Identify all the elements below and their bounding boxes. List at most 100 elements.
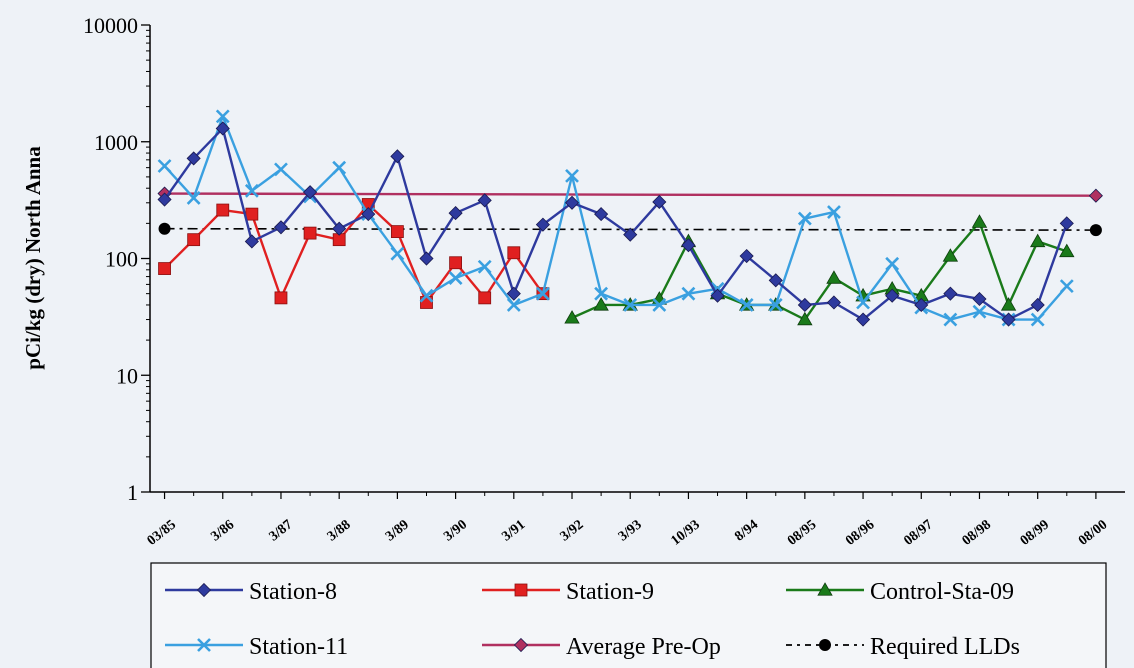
x-marker-stroke	[739, 298, 754, 312]
x-tick-label: 3/89	[383, 517, 412, 544]
control-sta-09-point	[826, 270, 842, 284]
legend-item-control-sta-09: Control-Sta-09	[786, 579, 1014, 605]
y-tick-label: 10000	[83, 13, 138, 38]
series-average-pre-op	[157, 186, 1103, 203]
station-11-point	[565, 168, 579, 183]
legend-item-station-11: Station-11	[165, 634, 348, 660]
station-11-point	[827, 205, 841, 219]
legend-item-station-8: Station-8	[165, 579, 337, 605]
legend-marker	[819, 639, 831, 651]
station-9-point	[274, 291, 288, 305]
x-marker-stroke	[506, 298, 521, 312]
station-11-point	[972, 304, 987, 319]
station-11-point	[652, 298, 667, 312]
control-sta-09-point	[593, 297, 609, 311]
x-marker-stroke	[565, 168, 579, 183]
station-8-point	[332, 221, 347, 236]
legend-marker	[514, 583, 528, 597]
station-11-point	[856, 295, 870, 310]
station-8-point	[186, 151, 201, 166]
required-llds-point	[1089, 224, 1102, 237]
x-marker-stroke	[768, 298, 783, 312]
station-8-point	[797, 297, 812, 313]
station-8-point	[157, 192, 172, 207]
x-marker-stroke	[943, 312, 958, 327]
x-tick-label: 3/86	[208, 517, 237, 544]
x-marker-stroke	[215, 109, 230, 124]
legend-label: Average Pre-Op	[566, 634, 721, 660]
x-marker-stroke	[594, 286, 609, 301]
y-tick-label: 10	[116, 363, 138, 388]
x-marker-stroke	[885, 256, 900, 271]
average-pre-op-line	[164, 192, 1096, 197]
x-tick-label: 08/97	[901, 517, 935, 548]
station-8-point	[477, 193, 492, 208]
control-sta-09-point	[564, 310, 580, 324]
station-11-point	[419, 288, 434, 303]
station-8-point	[623, 227, 638, 242]
station-9-point	[449, 256, 462, 270]
x-marker-stroke	[797, 211, 812, 226]
station-8-point	[215, 121, 230, 136]
x-marker-stroke	[419, 288, 434, 303]
legend-label: Control-Sta-09	[870, 579, 1014, 605]
legend-marker	[196, 582, 212, 598]
x-tick-label: 08/96	[843, 517, 877, 548]
x-marker-stroke	[274, 162, 288, 177]
legend-item-station-9: Station-9	[482, 579, 654, 605]
station-8-point	[768, 273, 783, 288]
legend-item-required-llds: Required LLDs	[786, 634, 1020, 660]
station-8-point	[1030, 297, 1045, 313]
station-11-point	[623, 298, 638, 312]
control-sta-09-point	[797, 311, 813, 326]
x-marker-stroke	[972, 304, 987, 319]
legend-box	[150, 562, 1107, 668]
station-9-point	[303, 226, 317, 240]
legend-label: Station-11	[249, 634, 348, 660]
control-sta-09-point	[971, 214, 988, 228]
station-11-point	[244, 183, 259, 198]
x-marker-stroke	[244, 183, 259, 198]
station-9-line	[163, 203, 544, 304]
station-11-point	[594, 286, 609, 301]
station-11-point	[157, 159, 172, 173]
station-9-point	[390, 225, 404, 238]
station-8-point	[390, 149, 405, 164]
station-8-point	[244, 234, 259, 249]
station-8-point	[419, 251, 434, 266]
station-11-line	[163, 115, 1068, 321]
x-tick-label: 08/99	[1018, 517, 1052, 548]
legend: Station-8 Station-9 Control-Sta-09 Station-…	[150, 562, 1107, 668]
x-marker-stroke	[681, 286, 696, 301]
x-marker-stroke	[477, 259, 492, 274]
legend-item-average-pre-op: Average Pre-Op	[482, 634, 721, 660]
x-marker-stroke	[390, 246, 405, 261]
x-tick-label: 3/92	[558, 517, 587, 544]
station-8-point	[1001, 312, 1016, 327]
x-tick-label: 3/91	[499, 517, 528, 544]
station-8-point	[710, 288, 725, 303]
legend-marker	[817, 582, 833, 596]
y-tick-label: 1000	[94, 130, 138, 155]
x-marker-stroke	[1030, 312, 1045, 327]
x-tick-label: 10/93	[669, 517, 703, 548]
station-8-point	[1059, 216, 1074, 231]
station-9-point	[478, 291, 492, 305]
control-sta-09-point	[942, 248, 959, 262]
x-marker-stroke	[448, 271, 463, 285]
station-8-point	[594, 207, 609, 222]
legend-label: Station-8	[249, 579, 337, 605]
station-11-point	[535, 286, 550, 301]
x-marker-stroke	[197, 638, 211, 652]
station-8-point	[273, 220, 289, 235]
control-sta-09-point	[1059, 243, 1075, 258]
station-11-point	[1059, 279, 1074, 294]
control-sta-09-point	[1000, 297, 1017, 311]
station-9-point	[245, 207, 259, 221]
station-11-point	[1030, 312, 1045, 327]
series-station-11	[157, 109, 1074, 327]
axes: 1 10 100 1000 10000 03/85 3/86 3/87 3/88 3/89 3/90…	[83, 13, 1125, 549]
station-11-point	[448, 271, 463, 285]
series-control-sta-09	[564, 214, 1075, 326]
